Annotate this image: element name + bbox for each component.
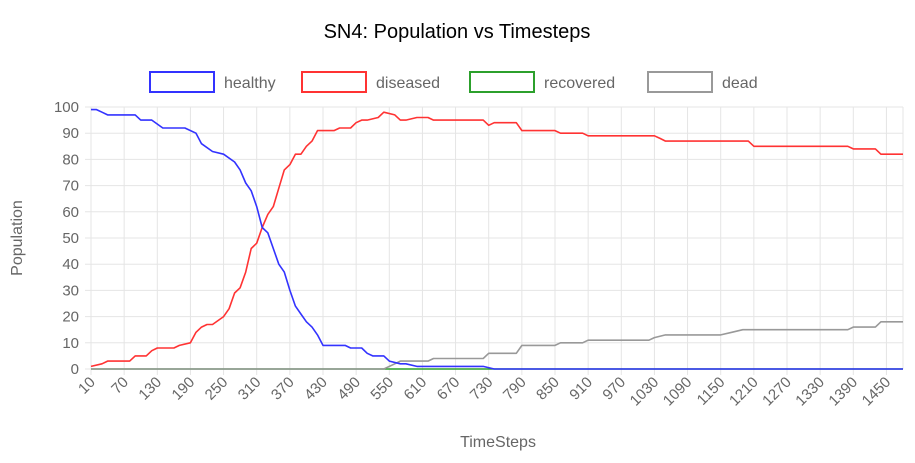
x-tick-label: 250 (202, 374, 232, 404)
legend-label-dead: dead (722, 75, 758, 92)
y-tick-label: 0 (71, 361, 79, 378)
x-tick-label: 1210 (726, 374, 762, 410)
x-tick-label: 610 (401, 374, 431, 404)
y-tick-label: 30 (62, 282, 79, 299)
y-tick-label: 10 (62, 335, 79, 352)
x-tick-label: 190 (169, 374, 199, 404)
x-tick-label: 1330 (792, 374, 828, 410)
y-axis-title: Population (9, 200, 26, 276)
x-tick-label: 1390 (825, 374, 861, 410)
series-line-healthy (91, 108, 903, 370)
y-tick-label: 100 (54, 99, 79, 116)
y-tick-label: 20 (62, 309, 79, 326)
series-lines (90, 108, 903, 370)
x-tick-label: 310 (235, 374, 265, 404)
legend-label-recovered: recovered (544, 75, 615, 92)
x-axis-ticks: 10 70 130 190 250 310 370 430 490 550 610 670 730 790… (75, 374, 894, 410)
y-tick-label: 70 (62, 178, 79, 195)
y-tick-label: 80 (62, 151, 79, 168)
legend-swatch-recovered (469, 71, 535, 93)
series-line-diseased (90, 111, 903, 368)
y-tick-label: 60 (62, 204, 79, 221)
legend: healthy diseased recovered dead (149, 71, 758, 93)
y-axis-ticks: 0 10 20 30 40 50 60 70 80 90 100 (54, 99, 79, 378)
legend-label-healthy: healthy (224, 75, 276, 92)
series-line-dead (91, 321, 903, 370)
x-tick-label: 130 (135, 374, 165, 404)
x-tick-label: 850 (533, 374, 563, 404)
x-tick-label: 550 (367, 374, 397, 404)
chart-title: SN4: Population vs Timesteps (324, 21, 591, 43)
legend-swatch-diseased (301, 71, 367, 93)
x-tick-label: 370 (268, 374, 298, 404)
legend-item-diseased[interactable]: diseased (301, 71, 440, 93)
x-tick-label: 670 (434, 374, 464, 404)
x-tick-label: 1150 (694, 374, 729, 409)
legend-item-healthy[interactable]: healthy (149, 71, 276, 93)
x-tick-label: 730 (467, 374, 497, 404)
x-tick-label: 490 (334, 374, 364, 404)
x-tick-label: 1030 (627, 374, 663, 410)
x-tick-label: 970 (599, 374, 629, 404)
x-tick-label: 790 (500, 374, 530, 404)
gridlines (85, 106, 904, 375)
y-tick-label: 40 (62, 256, 79, 273)
legend-label-diseased: diseased (376, 75, 440, 92)
x-tick-label: 430 (301, 374, 331, 404)
x-axis-title: TimeSteps (460, 434, 536, 451)
y-tick-label: 90 (62, 125, 79, 142)
x-tick-label: 1450 (859, 374, 895, 410)
legend-item-dead[interactable]: dead (647, 71, 758, 93)
x-tick-label: 910 (566, 374, 596, 404)
x-tick-label: 1090 (660, 374, 696, 410)
legend-item-recovered[interactable]: recovered (469, 71, 615, 93)
x-tick-label: 70 (108, 374, 132, 398)
legend-swatch-healthy (149, 71, 215, 93)
y-tick-label: 50 (62, 230, 79, 247)
legend-swatch-dead (647, 71, 713, 93)
x-tick-label: 1270 (759, 374, 795, 410)
